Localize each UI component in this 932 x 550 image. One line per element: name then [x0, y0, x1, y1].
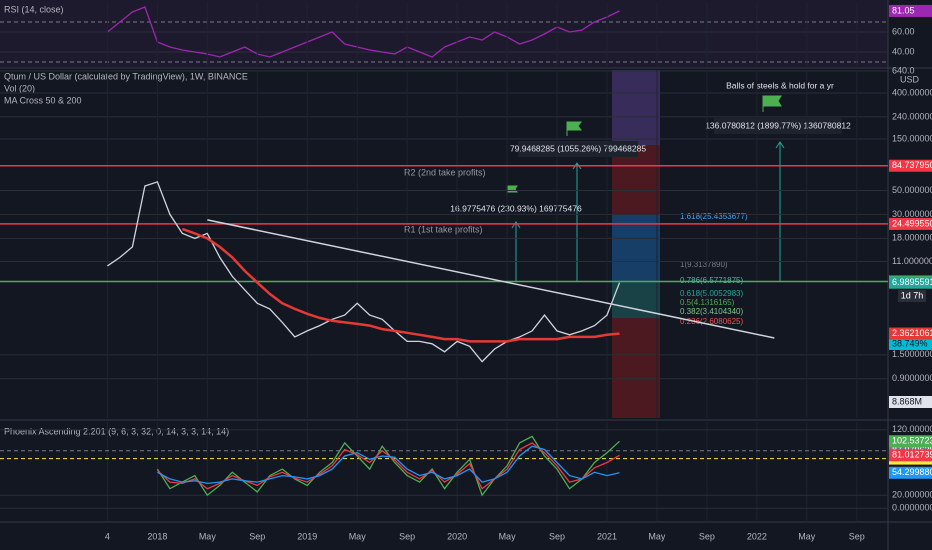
x-tick-label: Sep — [399, 531, 415, 541]
annotation: 16.9775476 (230.93%) 169775476 — [450, 203, 582, 213]
x-tick-label: Sep — [249, 531, 265, 541]
price-badge-label: 102.5372399 — [892, 436, 932, 446]
pane-subtitle: Vol (20) — [4, 83, 35, 93]
x-tick-label: May — [798, 531, 816, 541]
series-line — [156, 442, 620, 490]
measure-box — [518, 141, 638, 157]
arrow — [511, 221, 521, 282]
x-tick-label: 2018 — [147, 531, 167, 541]
price-badge-label: 54.2998808 — [892, 467, 932, 477]
price-badge-label: 84.7379508 — [892, 160, 932, 170]
measure-box — [714, 118, 842, 134]
series-line — [156, 435, 620, 497]
arrow — [572, 162, 582, 282]
fib-zone — [612, 215, 660, 282]
fib-zone — [612, 318, 660, 418]
series-line — [106, 6, 620, 58]
y-tick-label: 240.0000000 — [892, 111, 932, 121]
percent-badge: 38.749% — [892, 338, 928, 348]
y-tick-label: 18.0000000 — [892, 233, 932, 243]
badge — [889, 396, 932, 408]
x-tick-label: 2020 — [447, 531, 467, 541]
fib-label: 0.236(2.6080625) — [680, 317, 744, 326]
volume-badge: 8.868M — [892, 396, 922, 406]
x-tick-label: Sep — [849, 531, 865, 541]
x-tick-label: Sep — [549, 531, 565, 541]
price-badge-label: 2.3621061 — [892, 328, 932, 338]
y-tick-label: 400.0000000 — [892, 87, 932, 97]
price-badge — [889, 159, 932, 172]
pane-subtitle: MA Cross 50 & 200 — [4, 95, 82, 105]
y-tick-label: 11.0000000 — [892, 256, 932, 266]
y-tick-label: 120.0000000 — [892, 424, 932, 434]
y-tick-label: 150.0000000 — [892, 133, 932, 143]
price-badge-label: 81.05 — [892, 5, 915, 15]
y-tick-label: 0.0000000 — [892, 503, 932, 513]
x-tick-label: May — [199, 531, 217, 541]
trend-line — [207, 219, 775, 339]
x-tick-label: 2022 — [747, 531, 767, 541]
y-tick-label: 60.00 — [892, 26, 915, 36]
y-tick-label: 40.00 — [892, 46, 915, 56]
annotation: 79.9468285 (1055.26%) 799468285 — [510, 143, 646, 153]
annotation: R1 (1st take profits) — [404, 224, 483, 234]
fib-label: 0.618(5.0052983) — [680, 289, 744, 298]
pane-title: Qtum / US Dollar (calculated by TradingV… — [4, 71, 248, 81]
flag — [762, 95, 782, 112]
x-tick-label: May — [349, 531, 367, 541]
fib-label: 1(9.3137890) — [680, 260, 728, 269]
x-tick-label: 2019 — [297, 531, 317, 541]
badge — [889, 338, 932, 350]
y-tick-label: 1.5000000 — [892, 349, 932, 359]
series-line — [107, 181, 621, 363]
price-badge — [889, 435, 932, 448]
y-tick-label: 0.9000000 — [892, 373, 932, 383]
price-badge — [889, 327, 932, 340]
annotation: Balls of steels & hold for a yr — [726, 80, 834, 90]
price-badge — [889, 449, 932, 462]
price-badge-label: 6.9895591 — [892, 277, 932, 287]
price-badge — [889, 466, 932, 479]
y-tick-label: 30.0000000 — [892, 209, 932, 219]
price-badge — [889, 4, 932, 17]
fib-label: 1.618(25.4353677) — [680, 212, 748, 221]
y-tick-label: 20.0000000 — [892, 490, 932, 500]
pane-title: Phoenix Ascending 2.201 (9, 6, 3, 32, 0,… — [4, 426, 229, 436]
rsi-pane — [0, 0, 888, 67]
x-tick-label: May — [499, 531, 517, 541]
series-line — [181, 227, 620, 343]
x-tick-label: 4 — [105, 531, 110, 541]
annotation: 136.0780812 (1899.77%) 1360780812 — [705, 120, 851, 130]
x-tick-label: 2021 — [597, 531, 617, 541]
flag — [566, 121, 582, 136]
annotation: R2 (2nd take profits) — [404, 167, 486, 177]
y-tick-label: 50.0000000 — [892, 185, 932, 195]
pane-title: RSI (14, close) — [4, 4, 64, 14]
fib-label: 0.382(3.4104340) — [680, 307, 744, 316]
x-tick-label: May — [648, 531, 666, 541]
fib-zone — [612, 70, 660, 145]
axis-unit: USD — [900, 74, 920, 84]
badge — [898, 290, 926, 302]
target-arrows — [511, 141, 785, 282]
series-line — [157, 445, 620, 485]
fib-label: 0.786(6.5771875) — [680, 276, 744, 285]
y-tick-label: 640.0 — [892, 65, 915, 75]
price-badge — [889, 217, 932, 230]
price-badge — [889, 276, 932, 289]
x-tick-label: Sep — [699, 531, 715, 541]
price-badge-label: 24.4995503 — [892, 218, 932, 228]
price-badge-label: 81.0127391 — [892, 450, 932, 460]
countdown-badge: 1d 7h — [901, 290, 924, 300]
